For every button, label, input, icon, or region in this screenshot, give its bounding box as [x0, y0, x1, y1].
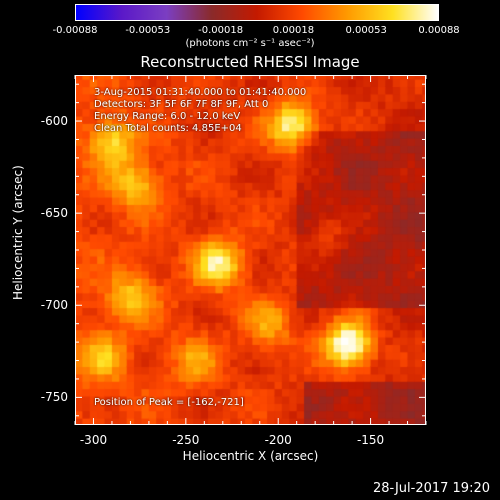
- y-axis-label: Heliocentric Y (arcsec): [11, 165, 25, 300]
- colorbar-tick-label: 0.00088: [418, 25, 460, 36]
- y-tick-label: -650: [40, 206, 68, 221]
- colorbar-tick-label: -0.00053: [125, 25, 171, 36]
- heatmap-image: [75, 75, 426, 425]
- colorbar: [75, 4, 439, 21]
- x-tick-label: -200: [264, 433, 292, 447]
- chart-title: Reconstructed RHESSI Image: [140, 53, 360, 71]
- x-axis-label: Heliocentric X (arcsec): [182, 449, 319, 463]
- colorbar-tick-label: -0.00088: [52, 25, 98, 36]
- x-tick-label: -300: [79, 433, 108, 447]
- y-tick-label: -750: [40, 390, 68, 405]
- colorbar-tick-label: 0.00018: [272, 25, 315, 36]
- annotation-detectors: Detectors: 3F 5F 6F 7F 8F 9F, Att 0: [94, 99, 269, 110]
- annotation-energy: Energy Range: 6.0 - 12.0 keV: [94, 111, 241, 122]
- colorbar-tick-label: 0.00053: [345, 25, 387, 36]
- colorbar-tick-label: -0.00018: [198, 25, 244, 36]
- annotation-method: Clean Total counts: 4.85E+04: [94, 123, 242, 134]
- x-tick-label: -150: [356, 433, 385, 447]
- y-tick-label: -600: [40, 114, 68, 129]
- x-tick-label: -250: [172, 433, 200, 447]
- y-tick-label: -700: [40, 298, 68, 313]
- timestamp: 28-Jul-2017 19:20: [372, 481, 490, 496]
- annotation-time: 3-Aug-2015 01:31:40.000 to 01:41:40.000: [94, 87, 307, 98]
- colorbar-units: (photons cm⁻² s⁻¹ asec⁻²): [185, 38, 315, 49]
- annotation-peak: Position of Peak = [-162,-721]: [94, 397, 244, 408]
